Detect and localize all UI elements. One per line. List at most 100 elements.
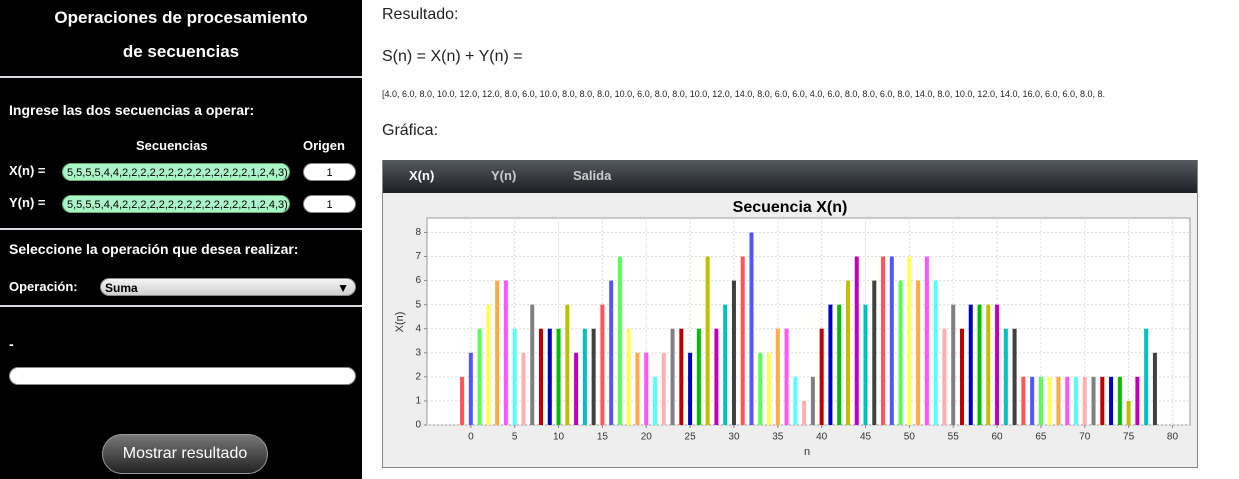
bar <box>591 328 596 425</box>
bar <box>1152 352 1157 425</box>
field-label: X(n) = <box>9 163 46 178</box>
bar <box>670 328 675 425</box>
bar <box>1038 376 1043 425</box>
y-tick-label: 0 <box>415 420 421 431</box>
bar <box>942 328 947 425</box>
bar <box>521 352 526 425</box>
select-value: Suma <box>105 281 138 295</box>
bar <box>767 352 772 425</box>
prompt: Ingrese las dos secuencias a operar: <box>9 102 255 118</box>
tab[interactable]: Y(n) <box>491 168 517 183</box>
x-tick-label: 15 <box>597 432 609 443</box>
bar <box>854 256 859 425</box>
x-tick-label: 5 <box>512 432 518 443</box>
bar <box>933 280 938 425</box>
bar <box>784 328 789 425</box>
bar <box>1073 376 1078 425</box>
dropdown-arrow: ▼ <box>337 281 349 295</box>
y-tick-label: 8 <box>415 227 421 238</box>
bar <box>626 328 631 425</box>
bar <box>959 328 964 425</box>
bar <box>968 304 973 425</box>
bar <box>986 304 991 425</box>
bar <box>486 304 491 425</box>
x-tick-label: 70 <box>1079 432 1091 443</box>
plot-area <box>426 217 1191 426</box>
x-tick-label: 60 <box>991 432 1003 443</box>
column-header: Origen <box>303 138 345 153</box>
x-tick-label: 30 <box>728 432 740 443</box>
x-origin-input[interactable]: 1 <box>303 163 356 181</box>
bar <box>819 328 824 425</box>
bar <box>793 376 798 425</box>
bar <box>845 280 850 425</box>
y-axis-label: X(n) <box>394 312 406 333</box>
show-result-button[interactable]: Mostrar resultado <box>102 434 268 474</box>
bar <box>916 280 921 425</box>
output-field[interactable] <box>9 367 356 385</box>
chart-title: Secuencia X(n) <box>733 199 848 216</box>
column-header: Secuencias <box>136 138 208 153</box>
bar <box>644 352 649 425</box>
bar <box>881 256 886 425</box>
y-origin-input[interactable]: 1 <box>303 195 356 213</box>
bar <box>837 304 842 425</box>
tab[interactable]: Salida <box>573 168 612 183</box>
x-tick-label: 40 <box>816 432 828 443</box>
bar <box>863 304 868 425</box>
panel-title: de secuencias <box>122 42 240 61</box>
result-heading: Resultado: <box>382 6 459 23</box>
y-tick-label: 4 <box>415 323 421 334</box>
bar <box>828 304 833 425</box>
x-tick-label: 0 <box>468 432 474 443</box>
bar <box>1135 376 1140 425</box>
bar <box>705 256 710 425</box>
graph-heading: Gráfica: <box>382 122 439 139</box>
bar <box>977 304 982 425</box>
bar <box>907 256 912 425</box>
bar <box>477 328 482 425</box>
bar <box>775 328 780 425</box>
bar <box>582 328 587 425</box>
bar <box>714 328 719 425</box>
bar <box>468 352 473 425</box>
bar <box>539 328 544 425</box>
bar <box>679 328 684 425</box>
bar <box>574 352 579 425</box>
bar <box>460 376 465 425</box>
bar <box>495 280 500 425</box>
bar <box>1082 376 1087 425</box>
bar <box>1047 376 1052 425</box>
bar <box>1056 376 1061 425</box>
y-tick-label: 6 <box>415 275 421 286</box>
panel-title: Operaciones de procesamiento <box>54 8 308 27</box>
bar <box>1012 328 1017 425</box>
tab[interactable]: X(n) <box>409 168 435 183</box>
y-tick-label: 1 <box>415 396 421 407</box>
x-tick-label: 80 <box>1167 432 1179 443</box>
bar <box>1117 376 1122 425</box>
bar <box>503 280 508 425</box>
bar <box>1100 376 1105 425</box>
bar <box>898 280 903 425</box>
bar <box>635 352 640 425</box>
bar <box>1065 376 1070 425</box>
field-label: Operación: <box>9 279 78 294</box>
bar <box>1126 400 1131 425</box>
bar <box>653 376 658 425</box>
bar <box>924 256 929 425</box>
bar <box>872 280 877 425</box>
prompt: Seleccione la operación que desea realiz… <box>9 241 299 257</box>
y-input[interactable]: 5,5,5,5,4,4,2,2,2,2,2,2,2,2,2,2,2,2,2,2,… <box>62 195 290 213</box>
y-tick-label: 3 <box>415 347 421 358</box>
operation-select[interactable]: Suma ▼ <box>100 278 356 296</box>
y-tick-label: 7 <box>415 251 421 262</box>
bar <box>889 256 894 425</box>
bar <box>512 328 517 425</box>
status-text: - <box>9 336 14 352</box>
separator <box>0 76 362 78</box>
x-tick-label: 55 <box>948 432 960 443</box>
x-input[interactable]: 5,5,5,5,4,4,2,2,2,2,2,2,2,2,2,2,2,2,2,2,… <box>62 163 290 181</box>
bar <box>1144 328 1149 425</box>
